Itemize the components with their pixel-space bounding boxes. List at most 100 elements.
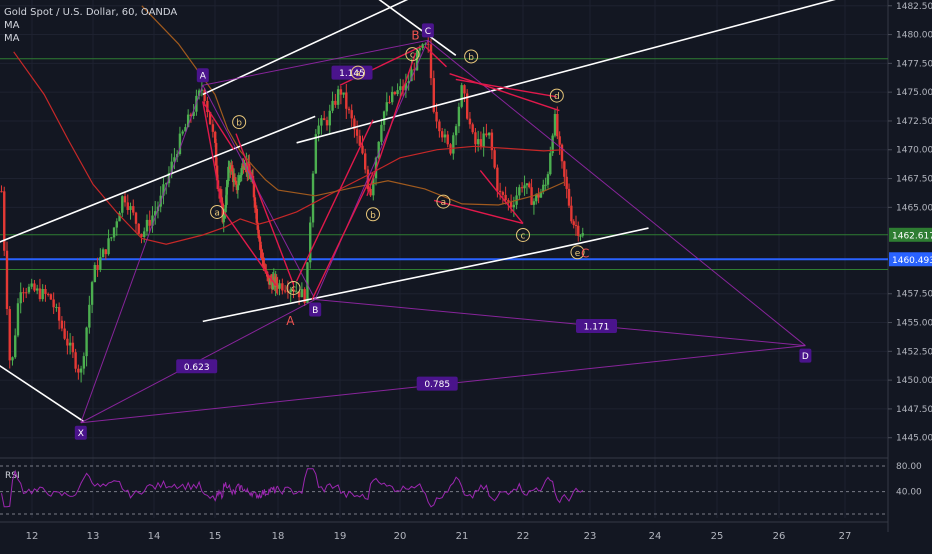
- price-axis-label-box: [889, 227, 932, 242]
- wave-pattern-line: [235, 133, 295, 285]
- wave-label: b: [468, 53, 474, 63]
- wave-circle: [570, 245, 585, 260]
- candle-body: [331, 100, 334, 111]
- candle-body: [189, 114, 193, 117]
- wave-pattern-line: [479, 170, 524, 224]
- candle-body: [260, 248, 263, 253]
- candle-body: [77, 368, 80, 373]
- candle-body: [479, 139, 483, 147]
- wave-pattern-line: [455, 78, 557, 98]
- y-tick-label: 1472.500: [896, 117, 932, 127]
- wave-label: a: [355, 69, 361, 79]
- candle-body: [418, 48, 422, 51]
- rsi-label: RSI: [5, 471, 20, 481]
- wave-circle: [366, 207, 380, 222]
- wave-label: d: [554, 92, 560, 102]
- candle-body: [525, 183, 529, 186]
- candle-body: [532, 201, 536, 205]
- candle-body: [322, 118, 326, 121]
- candle-body: [345, 92, 348, 109]
- candle-body: [404, 83, 408, 91]
- candle-body: [283, 290, 287, 292]
- harmonic-point-box: [309, 302, 322, 317]
- trend-line: [0, 364, 85, 423]
- y-tick-label: 1475.000: [896, 88, 932, 98]
- harmonic-leg: [427, 39, 806, 346]
- wave-pattern-line: [295, 119, 374, 282]
- candle-body: [186, 114, 190, 128]
- candle-body: [134, 212, 138, 224]
- candle-body: [255, 208, 258, 223]
- candle-body: [278, 283, 281, 289]
- candle-body: [132, 206, 135, 213]
- candle-body: [457, 106, 461, 127]
- candle-body: [558, 136, 561, 145]
- candle-body: [509, 201, 513, 208]
- wave-circle: [351, 65, 365, 80]
- candle-body: [342, 92, 345, 95]
- candle-body: [440, 131, 444, 138]
- candle-body: [289, 289, 292, 293]
- candle-body: [110, 237, 113, 239]
- y-tick-label: 1470.000: [896, 146, 932, 156]
- candle-body: [214, 131, 217, 143]
- chart-legend: Gold Spot / U.S. Dollar, 60, OANDA MA MA: [4, 6, 177, 45]
- candle-body: [227, 166, 230, 182]
- candle-body: [173, 157, 176, 162]
- wave-pattern-line: [202, 100, 235, 151]
- candle-body: [237, 177, 241, 186]
- candle-body: [129, 206, 132, 210]
- candle-body: [297, 291, 301, 298]
- candle-body: [200, 89, 204, 91]
- candle-body: [0, 191, 3, 193]
- candle-body: [238, 176, 241, 178]
- wave-circle: [516, 227, 530, 242]
- candle-body: [454, 126, 458, 136]
- candle-body: [493, 150, 496, 168]
- candle-body: [219, 195, 223, 198]
- y-tick-label: 1465.000: [896, 203, 932, 213]
- candle-body: [353, 118, 356, 130]
- candle-body: [542, 184, 545, 192]
- candle-body: [165, 183, 168, 185]
- candle-body: [79, 368, 83, 373]
- candle-body: [581, 233, 584, 236]
- candle-body: [523, 185, 526, 189]
- candle-body: [563, 161, 566, 177]
- harmonic-point-label: A: [200, 72, 207, 82]
- candle-body: [465, 93, 469, 119]
- ratio-label: 0.785: [424, 380, 450, 390]
- candle-body: [14, 335, 17, 358]
- channel-line: [0, 115, 316, 243]
- x-tick-label: 25: [711, 531, 724, 542]
- candle-body: [518, 187, 521, 196]
- candle-body: [391, 91, 394, 103]
- candle-body: [507, 200, 510, 202]
- candle-body: [5, 250, 9, 310]
- candle-body: [490, 132, 494, 151]
- candle-body: [271, 279, 275, 290]
- candle-body: [25, 292, 28, 294]
- candle-body: [306, 262, 309, 303]
- candle-body: [320, 118, 323, 126]
- harmonic-point-box: [74, 425, 87, 440]
- candle-body: [231, 165, 234, 172]
- candle-body: [295, 291, 298, 293]
- price-axis-label: 1462.617: [892, 231, 932, 241]
- candle-body: [410, 69, 413, 82]
- candle-body: [154, 211, 157, 216]
- candle-body: [38, 288, 42, 300]
- channel-line: [548, 227, 649, 251]
- candle-body: [145, 219, 149, 232]
- wave-pattern-line: [449, 73, 560, 112]
- candle-body: [314, 134, 318, 174]
- x-tick-label: 12: [26, 531, 39, 542]
- candle-body: [377, 141, 380, 158]
- wave-pattern-line: [311, 172, 374, 300]
- candle-body: [140, 233, 143, 238]
- y-tick-label: 1445.000: [896, 434, 932, 444]
- candle-body: [90, 282, 94, 305]
